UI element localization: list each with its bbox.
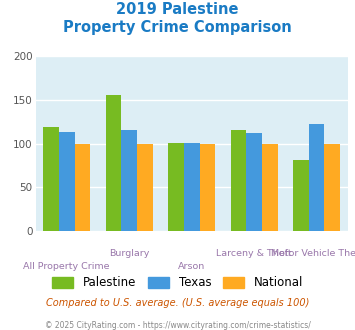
Bar [106, 95, 121, 231]
Bar [184, 143, 200, 231]
Text: Larceny & Theft: Larceny & Theft [216, 249, 292, 258]
Bar [137, 144, 153, 231]
Bar [43, 127, 59, 231]
Legend: Palestine, Texas, National: Palestine, Texas, National [47, 272, 308, 294]
Bar [324, 144, 340, 231]
Text: © 2025 CityRating.com - https://www.cityrating.com/crime-statistics/: © 2025 CityRating.com - https://www.city… [45, 321, 310, 330]
Bar [246, 133, 262, 231]
Bar [75, 144, 90, 231]
Bar [121, 130, 137, 231]
Bar [200, 144, 215, 231]
Text: Property Crime Comparison: Property Crime Comparison [63, 20, 292, 35]
Text: Compared to U.S. average. (U.S. average equals 100): Compared to U.S. average. (U.S. average … [46, 298, 309, 308]
Bar [231, 130, 246, 231]
Text: Motor Vehicle Theft: Motor Vehicle Theft [271, 249, 355, 258]
Text: Burglary: Burglary [109, 249, 149, 258]
Text: 2019 Palestine: 2019 Palestine [116, 2, 239, 16]
Bar [59, 132, 75, 231]
Bar [293, 160, 309, 231]
Bar [309, 124, 324, 231]
Bar [168, 143, 184, 231]
Text: Arson: Arson [178, 262, 205, 271]
Bar [262, 144, 278, 231]
Text: All Property Crime: All Property Crime [23, 262, 110, 271]
